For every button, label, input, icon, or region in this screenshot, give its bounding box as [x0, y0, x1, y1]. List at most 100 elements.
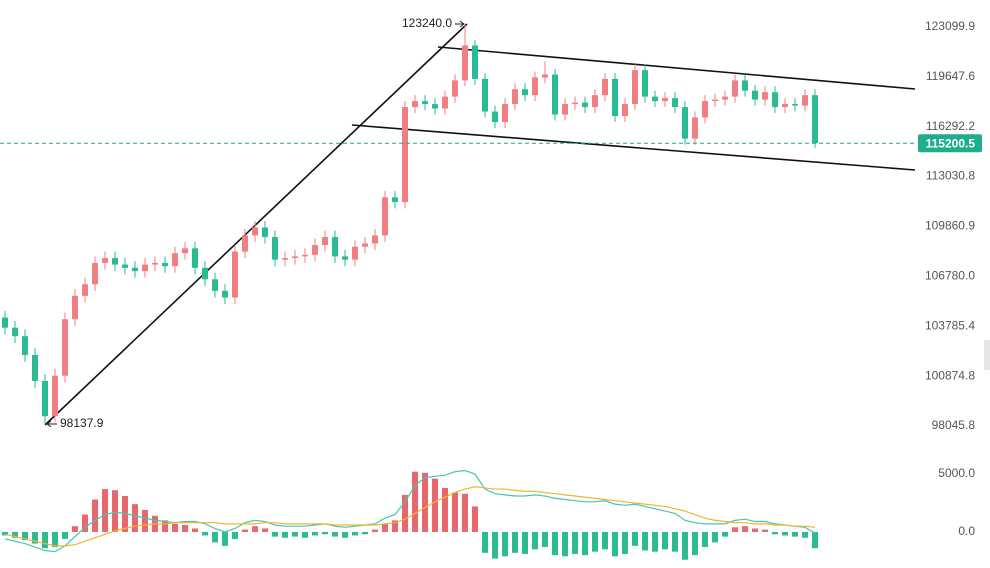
candle-body	[542, 74, 548, 78]
candle-body	[162, 262, 168, 267]
macd-bar	[632, 531, 638, 546]
candle-body	[292, 256, 298, 259]
candle-body	[102, 258, 108, 263]
candle-body	[762, 92, 768, 100]
y-tick-label: 113030.8	[926, 169, 975, 183]
channel-top	[437, 46, 916, 90]
candle-body	[752, 90, 758, 100]
macd-bar	[172, 523, 178, 532]
macd-bar	[182, 525, 188, 532]
macd-bar	[262, 528, 268, 532]
macd-bar	[812, 531, 818, 549]
candle-body	[402, 107, 408, 203]
macd-bar	[512, 531, 518, 553]
macd-bar	[282, 531, 288, 538]
candle-body	[642, 70, 648, 97]
scroll-handle[interactable]	[984, 340, 990, 370]
candle-body	[32, 354, 38, 381]
macd-bar	[732, 527, 738, 532]
candle-body	[12, 327, 18, 337]
candle-body	[72, 295, 78, 320]
macd-bar	[712, 531, 718, 543]
macd-bar	[792, 531, 798, 537]
trend-lines	[44, 23, 916, 426]
candle-body	[452, 80, 458, 97]
candle-body	[722, 96, 728, 100]
candle-body	[522, 89, 528, 96]
macd-bar	[502, 531, 508, 557]
candle-body	[262, 227, 268, 238]
macd-bar	[472, 506, 478, 532]
macd-bar	[542, 531, 548, 548]
macd-bar	[492, 531, 498, 559]
candle-body	[362, 243, 368, 247]
macd-bar	[752, 528, 758, 532]
candle-body	[792, 104, 798, 106]
candle-body	[802, 95, 808, 106]
arrow-head	[46, 420, 52, 428]
candle-body	[652, 96, 658, 102]
candle-body	[552, 74, 558, 115]
candle-body	[592, 95, 598, 108]
macd-bar	[362, 531, 368, 535]
candle-body	[812, 95, 818, 144]
macd-bar	[252, 526, 258, 532]
candle-body	[142, 264, 148, 272]
macd-bar	[602, 531, 608, 550]
macd-bar	[42, 531, 48, 549]
y-tick-label: 109860.9	[925, 219, 975, 233]
candle-body	[242, 235, 248, 252]
trend-line	[44, 23, 468, 426]
macd-bar	[2, 531, 8, 536]
candle-body	[502, 104, 508, 123]
candle-body	[82, 284, 88, 296]
macd-bar	[592, 531, 598, 552]
macd-bar	[22, 531, 28, 541]
macd-bar	[692, 531, 698, 556]
candle-body	[332, 237, 338, 257]
macd-bar	[382, 523, 388, 532]
candle-body	[322, 237, 328, 246]
macd-bar	[232, 531, 238, 539]
arrow-head	[459, 20, 465, 28]
macd-bar	[482, 531, 488, 553]
macd-bar	[422, 472, 428, 532]
macd-bar	[702, 531, 708, 548]
y-tick-label: 5000.0	[938, 466, 975, 480]
macd-bar	[802, 531, 808, 538]
macd-bar	[202, 531, 208, 536]
candle-body	[472, 45, 478, 79]
macd-bar	[52, 531, 58, 548]
channel-bottom	[351, 124, 916, 171]
candle-body	[632, 70, 638, 105]
candle-body	[492, 111, 498, 123]
macd-bar	[312, 531, 318, 536]
macd-bar	[662, 531, 668, 550]
last-price-box	[918, 134, 982, 153]
y-tick-label: 0.0	[958, 524, 975, 538]
candle-body	[532, 77, 538, 96]
macd-bar	[762, 529, 768, 532]
candle-body	[742, 80, 748, 91]
macd-bar	[392, 520, 398, 532]
macd-bar	[322, 531, 328, 535]
macd-bar	[82, 514, 88, 532]
macd-bar	[682, 531, 688, 560]
macd-bar	[532, 531, 538, 550]
candle-body	[732, 80, 738, 97]
candle-body	[212, 279, 218, 291]
candle-body	[602, 78, 608, 96]
macd-bar	[132, 504, 138, 532]
macd-bar	[242, 529, 248, 532]
macd-bar	[222, 531, 228, 546]
candle-body	[152, 262, 158, 265]
candle-body	[132, 267, 138, 272]
macd-bar	[162, 520, 168, 532]
candle-body	[122, 264, 128, 268]
candle-body	[672, 98, 678, 108]
macd-bar	[102, 489, 108, 532]
macd-bar	[32, 531, 38, 544]
macd-bar	[612, 531, 618, 557]
